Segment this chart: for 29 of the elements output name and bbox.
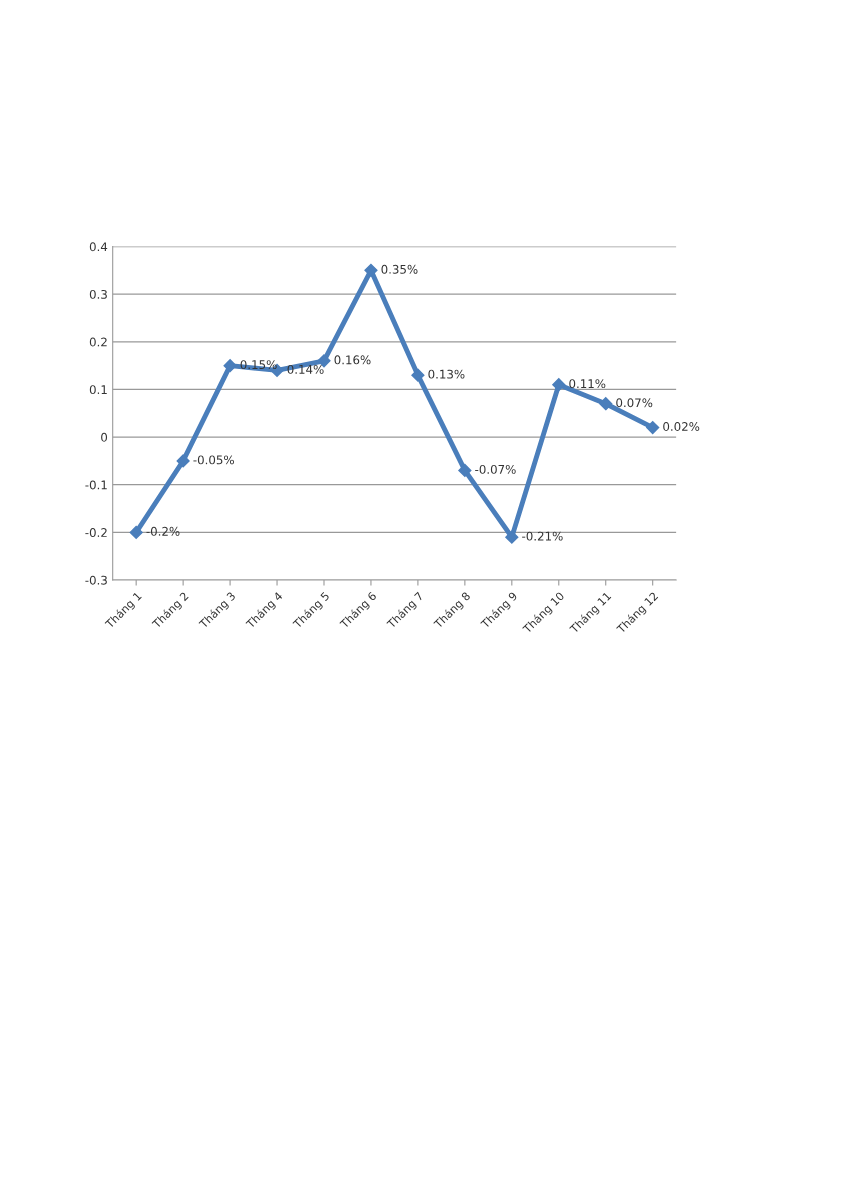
data-label: -0.2% xyxy=(146,526,180,536)
point xyxy=(129,525,143,539)
y-tick-label: -0.3 xyxy=(85,575,107,585)
point xyxy=(552,378,566,392)
y-tick-label: 0.4 xyxy=(89,242,108,252)
y-tick-label: -0.2 xyxy=(85,528,107,538)
point xyxy=(646,420,660,435)
y-tick-label: 0.3 xyxy=(89,289,107,299)
data-label: 0.02% xyxy=(663,422,700,431)
data-label: 0.11% xyxy=(569,379,606,389)
data-label: -0.05% xyxy=(193,455,234,465)
data-label: 0.07% xyxy=(616,398,653,408)
point xyxy=(176,454,190,468)
point xyxy=(458,463,472,478)
point xyxy=(223,359,237,373)
y-tick-label: 0.2 xyxy=(89,337,107,347)
point xyxy=(364,263,378,277)
data-label: 0.16% xyxy=(334,355,371,365)
data-label: -0.07% xyxy=(475,464,516,474)
point xyxy=(599,397,613,411)
y-tick-label: 0.1 xyxy=(89,385,107,395)
data-label: -0.21% xyxy=(522,531,563,541)
data-label: 0.35% xyxy=(381,264,418,274)
point xyxy=(411,368,425,382)
y-tick-label: -0.1 xyxy=(85,480,107,490)
point xyxy=(505,530,519,544)
y-tick-label: 0 xyxy=(101,432,108,442)
data-label: 0.14% xyxy=(287,364,324,374)
data-label: 0.13% xyxy=(428,369,465,379)
